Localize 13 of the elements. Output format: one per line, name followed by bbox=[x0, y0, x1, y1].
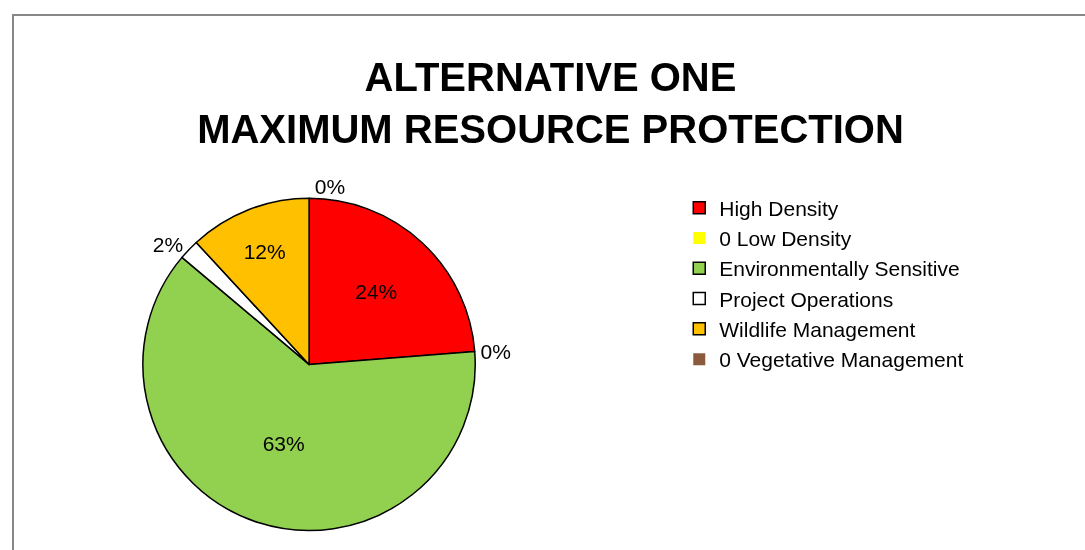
chart-title: ALTERNATIVE ONE MAXIMUM RESOURCE PROTECTION bbox=[197, 55, 904, 152]
legend-label: Project Operations bbox=[719, 287, 894, 311]
data-label: 24% bbox=[355, 280, 398, 304]
data-label: 63% bbox=[262, 431, 305, 455]
data-label: 2% bbox=[152, 232, 184, 256]
legend-label: Wildlife Management bbox=[719, 318, 916, 342]
text: 0% bbox=[314, 175, 346, 199]
data-label: 12% bbox=[243, 239, 286, 263]
legend-label: 0 Vegetative Management bbox=[719, 348, 964, 372]
legend-label: 0 Low Density bbox=[719, 227, 852, 251]
legend-label: Environmentally Sensitive bbox=[719, 257, 960, 281]
text: 0% bbox=[480, 339, 511, 363]
legend-label: High Density bbox=[719, 196, 839, 220]
